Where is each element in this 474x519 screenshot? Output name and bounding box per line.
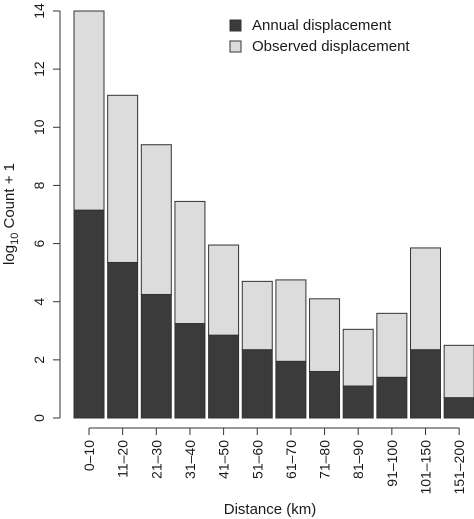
bar-annual-7 [275,360,307,419]
x-tick-label: 81–90 [350,440,366,479]
bar-observed-7 [275,279,307,362]
x-tick-label: 31–40 [182,440,198,479]
y-tick-label: 6 [31,239,47,247]
y-tick-label: 12 [31,61,47,77]
bar-annual-8 [309,370,341,419]
bar-annual-3 [140,293,172,419]
y-tick-label: 2 [31,356,47,364]
y-tick-label: 14 [31,3,47,19]
y-tick-label: 0 [31,414,47,422]
y-tick-label: 10 [31,119,47,135]
bar-annual-10 [376,376,408,419]
bar-annual-9 [342,385,374,419]
bar-annual-11 [410,349,441,419]
bar-observed-3 [140,144,172,295]
bar-observed-12 [443,344,474,399]
bar-observed-8 [309,298,341,372]
legend-label: Observed displacement [252,38,410,55]
y-tick-label: 4 [31,298,47,306]
bar-annual-6 [241,349,273,419]
y-axis: 0 2 4 6 8 10 12 14 [31,3,61,422]
x-tick-label: 51–60 [249,440,265,479]
y-axis-label-subscript: 10 [9,233,21,245]
y-axis-label-prefix: log [1,245,18,265]
bar-annual-4 [174,323,206,419]
bar-observed-4 [174,200,206,325]
bar-annual-5 [208,334,240,419]
x-tick-label: 101–150 [418,440,434,495]
x-tick-label: 41–50 [216,440,232,479]
bar-observed-1 [73,10,105,211]
x-tick-label: 0–10 [81,440,97,471]
y-axis-label: log10 Count + 1 [1,163,21,265]
x-tick-label: 21–30 [148,440,164,479]
legend-swatch [229,19,242,32]
legend-label: Annual displacement [252,17,392,34]
bar-observed-11 [410,247,441,351]
bar-observed-9 [342,328,374,387]
x-tick-label: 61–70 [283,440,299,479]
bar-observed-2 [107,94,139,263]
legend-swatch [229,40,242,53]
y-tick-label: 8 [31,181,47,189]
bar-annual-2 [107,261,139,419]
bar-observed-6 [241,280,273,351]
bar-observed-5 [208,244,240,336]
x-tick-label: 91–100 [384,440,400,487]
x-axis: 0–10 11–20 21–30 31–40 41–50 51–60 61–70 71–80 8… [81,427,467,495]
bar-annual-12 [443,397,474,419]
x-tick-label: 151–200 [451,440,467,495]
y-axis-label-suffix: Count + 1 [1,163,18,233]
legend: Annual displacement Observed displacement [229,17,410,55]
x-tick-label: 71–80 [317,440,333,479]
bar-observed-10 [376,312,408,378]
x-tick-label: 11–20 [115,440,131,478]
bars-group [73,10,474,419]
bar-annual-1 [73,209,105,419]
x-axis-label: Distance (km) [224,501,317,518]
